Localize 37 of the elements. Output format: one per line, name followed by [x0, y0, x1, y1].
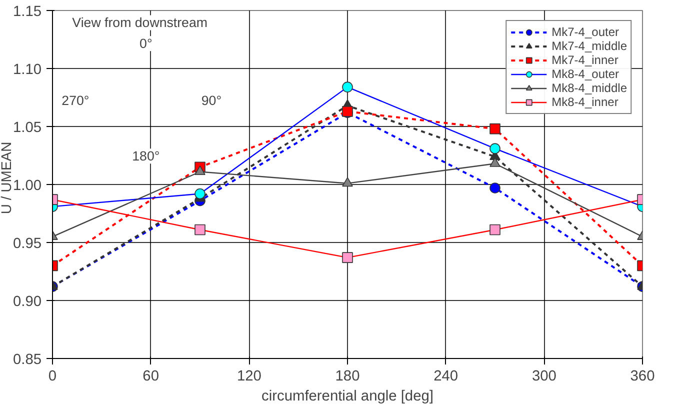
x-tick-label: 60: [142, 368, 159, 384]
legend-label: Mk8-4_outer: [552, 67, 619, 81]
x-tick-label: 240: [434, 368, 458, 384]
y-tick-label: 1.15: [12, 4, 42, 20]
legend-label: Mk8-4_middle: [552, 81, 627, 95]
legend-label: Mk7-4_middle: [552, 39, 627, 53]
point: [490, 123, 500, 134]
annotation: 270°: [62, 92, 90, 108]
point: [194, 224, 206, 236]
point: [194, 166, 206, 176]
point: [490, 224, 500, 236]
y-tick-label: 0.90: [12, 294, 42, 310]
annotation: 180°: [132, 148, 160, 164]
x-tick-label: 180: [335, 368, 360, 384]
point: [194, 188, 206, 200]
legend-label: Mk7-4_outer: [552, 25, 619, 39]
point: [342, 177, 353, 187]
y-tick-label: 0.85: [12, 352, 42, 368]
x-tick-label: 360: [630, 368, 655, 384]
annotation: 90°: [201, 92, 222, 108]
y-tick-label: 1.00: [12, 178, 42, 194]
annotation: 0°: [140, 36, 152, 52]
y-tick-label: 1.05: [12, 120, 42, 136]
point: [342, 252, 353, 263]
x-tick-label: 0: [48, 368, 57, 384]
x-axis-title: circumferential angle [deg]: [262, 388, 434, 404]
y-axis-title: U / UMEAN: [0, 142, 14, 214]
legend-label: Mk7-4_inner: [552, 53, 618, 67]
point: [342, 82, 353, 92]
point: [490, 143, 500, 154]
y-tick-label: 1.10: [12, 62, 42, 78]
legend-label: Mk8-4_inner: [552, 95, 618, 109]
x-tick-label: 120: [236, 368, 262, 384]
point: [490, 157, 500, 167]
annotation: View from downstream: [72, 15, 208, 30]
x-tick-label: 300: [532, 368, 556, 384]
y-tick-label: 0.95: [12, 236, 42, 252]
